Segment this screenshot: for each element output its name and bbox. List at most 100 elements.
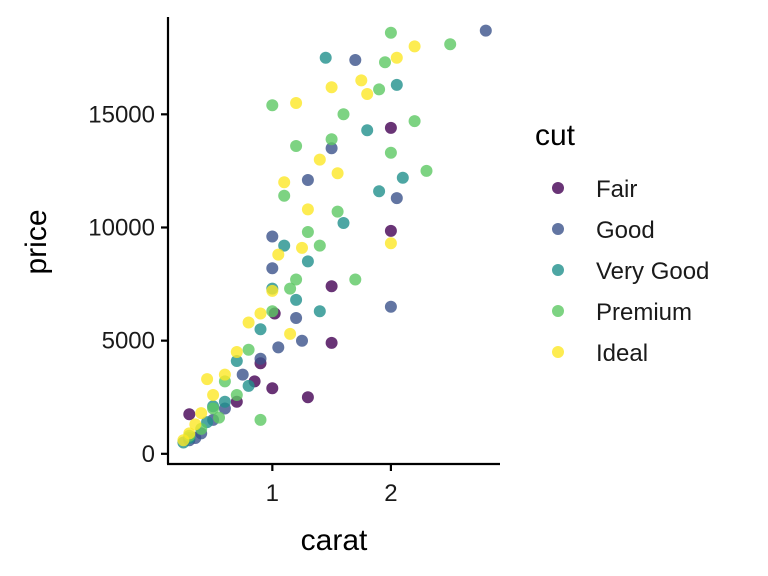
axes-layer xyxy=(166,17,500,466)
point-ideal-1 xyxy=(390,51,403,64)
point-premium-25 xyxy=(384,146,397,159)
point-ideal-15 xyxy=(177,434,190,447)
point-premium-22 xyxy=(284,282,297,295)
point-fair-5 xyxy=(325,336,338,349)
point-premium-1 xyxy=(444,38,457,51)
point-premium-24 xyxy=(213,411,225,424)
point-very-good-16 xyxy=(242,379,255,392)
point-ideal-9 xyxy=(242,316,255,329)
legend-key-ideal xyxy=(552,346,564,358)
point-premium-23 xyxy=(230,389,243,401)
point-very-good-0 xyxy=(319,51,332,64)
point-good-0 xyxy=(479,24,492,37)
point-very-good-2 xyxy=(361,124,374,137)
point-good-3 xyxy=(384,300,397,313)
point-premium-2 xyxy=(379,56,391,69)
point-ideal-19 xyxy=(361,88,374,100)
point-fair-3 xyxy=(266,382,279,395)
legend-label-ideal: Ideal xyxy=(596,340,648,367)
point-good-11 xyxy=(266,262,279,275)
point-premium-3 xyxy=(420,164,433,177)
legend: cut Fair Good Very Good Premium Ideal xyxy=(535,119,709,367)
point-fair-6 xyxy=(325,280,338,293)
point-premium-10 xyxy=(313,239,326,252)
point-ideal-3 xyxy=(325,81,338,94)
point-very-good-6 xyxy=(301,255,314,268)
points-layer xyxy=(177,24,492,449)
legend-title: cut xyxy=(535,119,576,152)
point-very-good-15 xyxy=(313,305,326,318)
point-good-13 xyxy=(296,334,308,347)
point-very-good-14 xyxy=(290,293,303,306)
point-good-5 xyxy=(301,174,314,186)
legend-label-fair: Fair xyxy=(596,176,637,203)
point-good-8 xyxy=(236,368,249,381)
point-premium-4 xyxy=(408,115,421,128)
point-premium-11 xyxy=(290,273,303,286)
point-premium-18 xyxy=(254,413,267,426)
point-premium-12 xyxy=(266,305,279,318)
point-premium-20 xyxy=(331,205,344,218)
point-fair-7 xyxy=(384,224,397,237)
point-ideal-22 xyxy=(284,327,297,340)
x-axis-title: carat xyxy=(301,524,368,557)
point-premium-5 xyxy=(337,108,350,121)
point-very-good-8 xyxy=(254,323,267,336)
point-premium-9 xyxy=(278,189,291,202)
point-ideal-16 xyxy=(266,284,279,297)
point-good-7 xyxy=(254,352,267,365)
ticks-layer: 0 5000 10000 15000 1 2 xyxy=(88,101,397,507)
point-very-good-17 xyxy=(218,395,231,408)
point-premium-26 xyxy=(373,83,386,96)
legend-key-good xyxy=(552,223,564,235)
point-premium-7 xyxy=(290,140,303,152)
legend-label-very-good: Very Good xyxy=(596,258,709,285)
point-good-15 xyxy=(272,341,285,354)
point-very-good-1 xyxy=(390,78,403,91)
point-ideal-12 xyxy=(207,389,220,401)
point-very-good-4 xyxy=(337,217,350,229)
legend-items: Fair Good Very Good Premium Ideal xyxy=(552,176,709,367)
point-very-good-3 xyxy=(373,185,386,198)
point-fair-0 xyxy=(183,408,196,421)
legend-key-premium xyxy=(552,305,564,317)
point-good-2 xyxy=(390,192,403,205)
point-ideal-18 xyxy=(331,167,344,180)
point-ideal-4 xyxy=(313,153,326,166)
point-good-1 xyxy=(349,54,362,66)
point-ideal-17 xyxy=(296,241,308,254)
y-tick-label-0: 0 xyxy=(142,441,155,468)
point-good-6 xyxy=(266,230,279,243)
point-premium-15 xyxy=(207,402,220,415)
point-ideal-10 xyxy=(230,346,243,358)
point-premium-8 xyxy=(266,99,279,112)
point-ideal-8 xyxy=(272,248,285,261)
point-ideal-5 xyxy=(290,97,303,109)
point-ideal-24 xyxy=(189,418,202,431)
point-ideal-0 xyxy=(408,40,421,53)
legend-label-good: Good xyxy=(596,217,655,244)
point-ideal-20 xyxy=(254,307,267,320)
point-premium-6 xyxy=(325,133,338,146)
point-very-good-9 xyxy=(230,355,243,367)
point-ideal-11 xyxy=(218,368,231,381)
point-good-4 xyxy=(325,142,338,155)
y-tick-label-3: 15000 xyxy=(88,101,155,128)
point-ideal-2 xyxy=(355,74,368,87)
point-very-good-5 xyxy=(278,239,291,252)
x-tick-label-1: 2 xyxy=(384,480,397,507)
y-tick-label-1: 5000 xyxy=(102,328,155,355)
point-very-good-18 xyxy=(396,171,409,184)
point-premium-0 xyxy=(384,26,397,39)
y-axis-title: price xyxy=(20,209,53,274)
x-tick-label-0: 1 xyxy=(266,480,279,507)
point-ideal-7 xyxy=(301,203,314,216)
point-fair-4 xyxy=(301,391,314,404)
point-premium-19 xyxy=(349,273,362,286)
point-ideal-21 xyxy=(384,237,397,250)
legend-key-very-good xyxy=(552,264,564,276)
point-premium-21 xyxy=(301,226,314,238)
y-tick-label-2: 10000 xyxy=(88,214,155,241)
